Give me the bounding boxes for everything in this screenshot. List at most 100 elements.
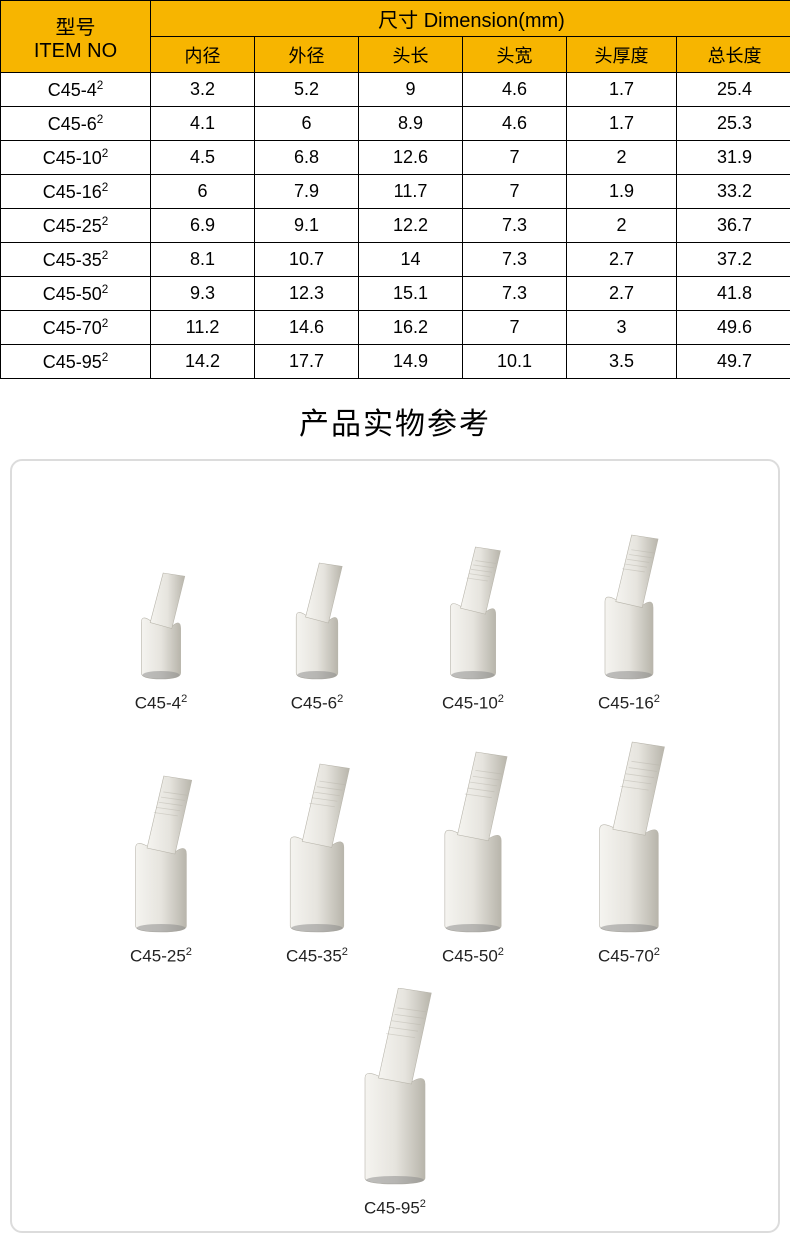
terminal-icon (267, 736, 367, 936)
cell-item-no: C45-162 (1, 175, 151, 209)
cell-value: 11.2 (151, 311, 255, 345)
photo-label: C45-42 (135, 693, 187, 714)
cell-value: 49.6 (677, 311, 790, 345)
col-dimension-group: 尺寸 Dimension(mm) (151, 1, 790, 37)
terminal-icon (111, 736, 211, 936)
cell-value: 2.7 (567, 243, 677, 277)
photo-item: C45-702 (569, 736, 689, 967)
photo-label: C45-102 (442, 693, 504, 714)
photo-label: C45-502 (442, 946, 504, 967)
cell-value: 1.7 (567, 73, 677, 107)
cell-value: 2 (567, 209, 677, 243)
cell-value: 14.2 (151, 345, 255, 379)
photo-item: C45-952 (335, 988, 455, 1219)
cell-value: 1.7 (567, 107, 677, 141)
photo-label: C45-352 (286, 946, 348, 967)
item-no-en: ITEM NO (34, 40, 117, 62)
table-row: C45-95214.217.714.910.13.549.7 (1, 345, 790, 379)
cell-value: 11.7 (359, 175, 463, 209)
cell-value: 7 (463, 175, 567, 209)
photo-item: C45-42 (101, 483, 221, 714)
cell-value: 14.6 (255, 311, 359, 345)
cell-item-no: C45-252 (1, 209, 151, 243)
cell-item-no: C45-62 (1, 107, 151, 141)
photo-item: C45-102 (413, 483, 533, 714)
cell-value: 4.6 (463, 73, 567, 107)
photo-label: C45-952 (364, 1198, 426, 1219)
table-row: C45-1024.56.812.67231.9 (1, 141, 790, 175)
cell-value: 49.7 (677, 345, 790, 379)
photo-item: C45-62 (257, 483, 377, 714)
table-row: C45-624.168.94.61.725.3 (1, 107, 790, 141)
cell-value: 31.9 (677, 141, 790, 175)
item-no-cn: 型号 (56, 17, 96, 39)
photo-item: C45-252 (101, 736, 221, 967)
cell-value: 4.6 (463, 107, 567, 141)
table-row: C45-16267.911.771.933.2 (1, 175, 790, 209)
photo-label: C45-62 (291, 693, 343, 714)
cell-value: 36.7 (677, 209, 790, 243)
col-总长度: 总长度 (677, 37, 790, 73)
photo-section-title: 产品实物参考 (0, 379, 790, 459)
terminal-icon (345, 988, 445, 1188)
photo-label: C45-702 (598, 946, 660, 967)
cell-value: 6.9 (151, 209, 255, 243)
cell-value: 25.4 (677, 73, 790, 107)
cell-value: 14.9 (359, 345, 463, 379)
cell-value: 3 (567, 311, 677, 345)
table-body: C45-423.25.294.61.725.4C45-624.168.94.61… (1, 73, 790, 379)
cell-value: 4.1 (151, 107, 255, 141)
cell-value: 9.1 (255, 209, 359, 243)
cell-value: 3.2 (151, 73, 255, 107)
cell-value: 2.7 (567, 277, 677, 311)
cell-value: 9.3 (151, 277, 255, 311)
cell-value: 12.3 (255, 277, 359, 311)
terminal-icon (579, 483, 679, 683)
table-row: C45-3528.110.7147.32.737.2 (1, 243, 790, 277)
cell-value: 6.8 (255, 141, 359, 175)
cell-value: 7.3 (463, 209, 567, 243)
terminal-icon (111, 483, 211, 683)
col-头厚度: 头厚度 (567, 37, 677, 73)
cell-value: 5.2 (255, 73, 359, 107)
cell-value: 7 (463, 141, 567, 175)
cell-value: 7.3 (463, 243, 567, 277)
photo-grid: C45-42 C45-62 C45-102 C45-162 C45-252 C45-352… (30, 483, 760, 1219)
cell-item-no: C45-952 (1, 345, 151, 379)
cell-item-no: C45-702 (1, 311, 151, 345)
terminal-icon (267, 483, 367, 683)
cell-value: 7.3 (463, 277, 567, 311)
cell-value: 9 (359, 73, 463, 107)
cell-item-no: C45-42 (1, 73, 151, 107)
cell-value: 4.5 (151, 141, 255, 175)
photo-item: C45-162 (569, 483, 689, 714)
cell-value: 16.2 (359, 311, 463, 345)
cell-value: 12.6 (359, 141, 463, 175)
photo-label: C45-252 (130, 946, 192, 967)
terminal-icon (423, 483, 523, 683)
table-row: C45-70211.214.616.27349.6 (1, 311, 790, 345)
cell-value: 14 (359, 243, 463, 277)
cell-value: 10.7 (255, 243, 359, 277)
terminal-icon (423, 736, 523, 936)
photo-item: C45-352 (257, 736, 377, 967)
cell-value: 6 (151, 175, 255, 209)
cell-value: 3.5 (567, 345, 677, 379)
cell-item-no: C45-502 (1, 277, 151, 311)
cell-value: 15.1 (359, 277, 463, 311)
photo-panel: C45-42 C45-62 C45-102 C45-162 C45-252 C45-352… (10, 459, 780, 1233)
table-header: 型号 ITEM NO 尺寸 Dimension(mm) 内径外径头长头宽头厚度总… (1, 1, 790, 73)
cell-value: 12.2 (359, 209, 463, 243)
cell-value: 8.1 (151, 243, 255, 277)
table-row: C45-423.25.294.61.725.4 (1, 73, 790, 107)
dimension-table: 型号 ITEM NO 尺寸 Dimension(mm) 内径外径头长头宽头厚度总… (0, 0, 790, 379)
cell-value: 17.7 (255, 345, 359, 379)
table-row: C45-2526.99.112.27.3236.7 (1, 209, 790, 243)
cell-item-no: C45-102 (1, 141, 151, 175)
cell-value: 25.3 (677, 107, 790, 141)
col-item-no: 型号 ITEM NO (1, 1, 151, 73)
cell-value: 33.2 (677, 175, 790, 209)
cell-value: 41.8 (677, 277, 790, 311)
cell-item-no: C45-352 (1, 243, 151, 277)
cell-value: 37.2 (677, 243, 790, 277)
